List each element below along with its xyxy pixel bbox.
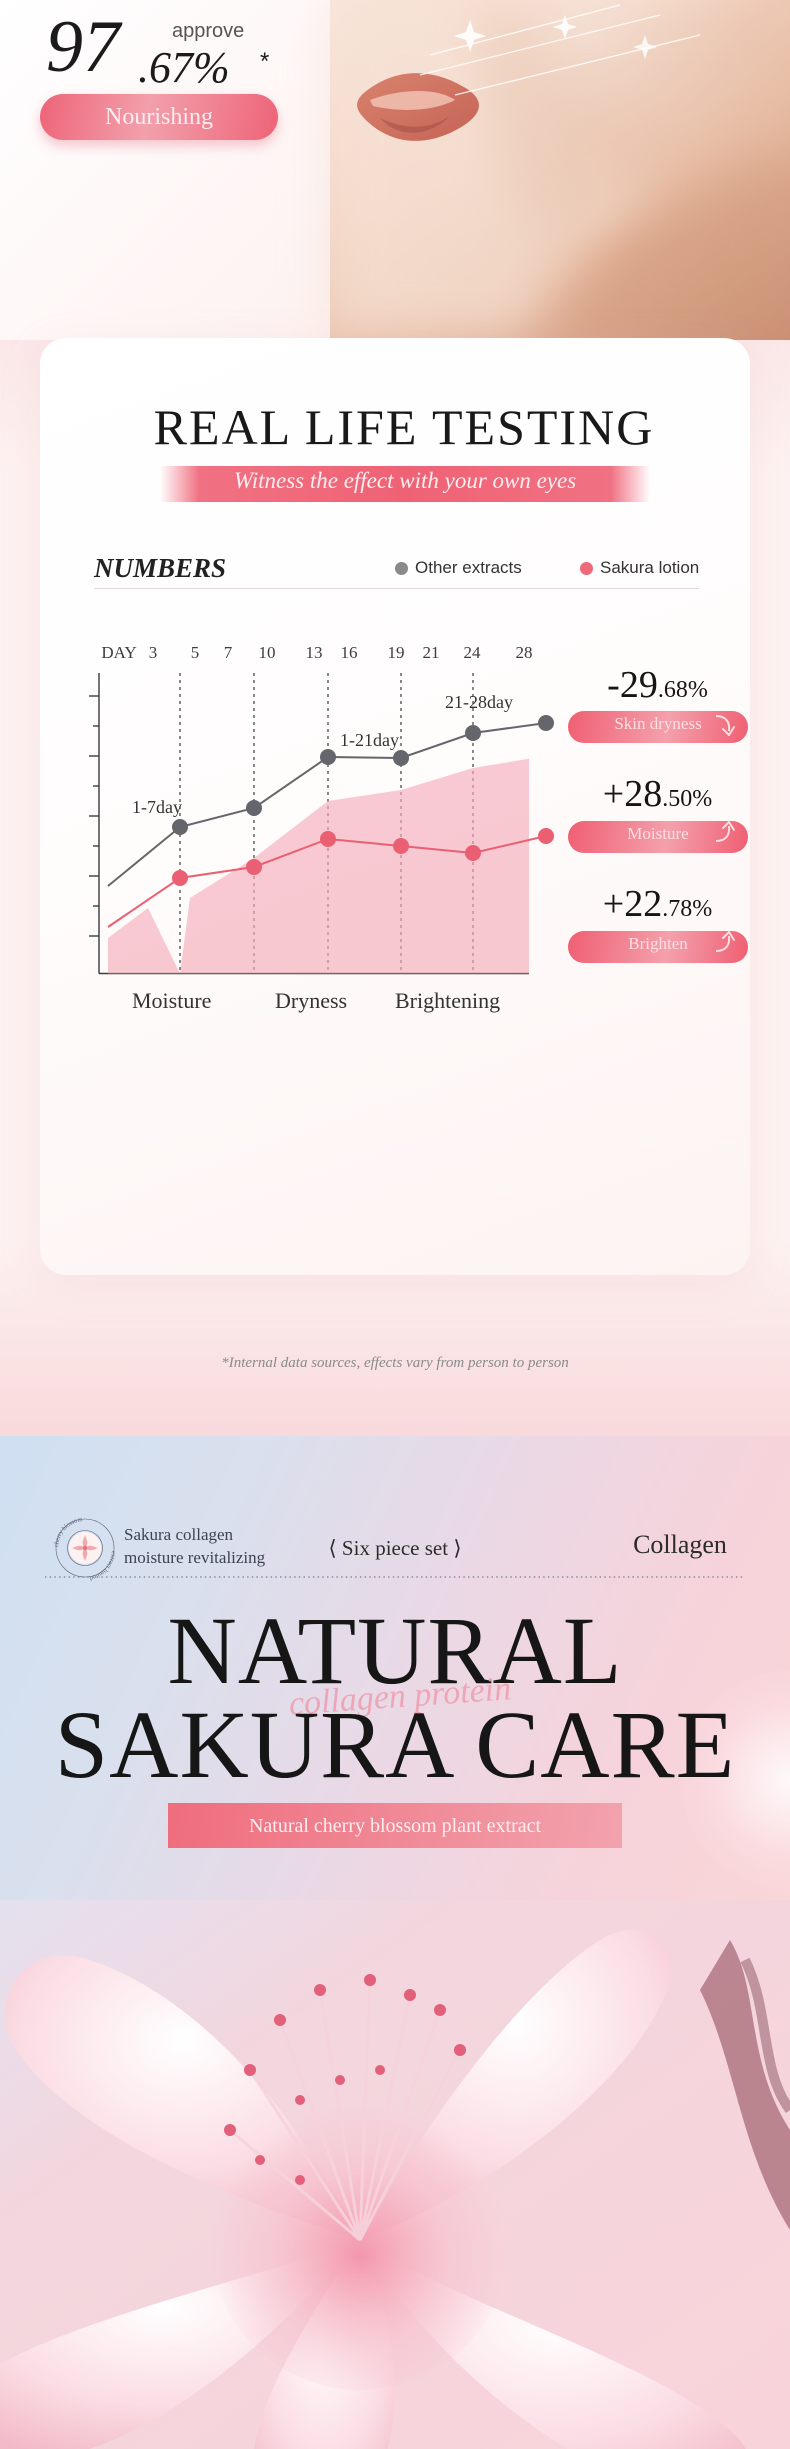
svg-text:21-28day: 21-28day bbox=[445, 692, 513, 712]
svg-text:28: 28 bbox=[516, 643, 533, 662]
svg-text:3: 3 bbox=[149, 643, 158, 662]
svg-text:7: 7 bbox=[224, 643, 233, 662]
svg-text:Dryness: Dryness bbox=[275, 988, 347, 1013]
svg-text:13: 13 bbox=[306, 643, 323, 662]
svg-text:1-21day: 1-21day bbox=[340, 730, 399, 750]
svg-text:5: 5 bbox=[191, 643, 200, 662]
svg-text:10: 10 bbox=[259, 643, 276, 662]
svg-text:Moisture: Moisture bbox=[132, 988, 211, 1013]
svg-text:1-7day: 1-7day bbox=[132, 797, 182, 817]
svg-text:21: 21 bbox=[423, 643, 440, 662]
svg-text:19: 19 bbox=[388, 643, 405, 662]
svg-text:24: 24 bbox=[464, 643, 482, 662]
svg-text:Brightening: Brightening bbox=[395, 988, 500, 1013]
svg-text:16: 16 bbox=[341, 643, 358, 662]
svg-text:DAY: DAY bbox=[101, 643, 136, 662]
